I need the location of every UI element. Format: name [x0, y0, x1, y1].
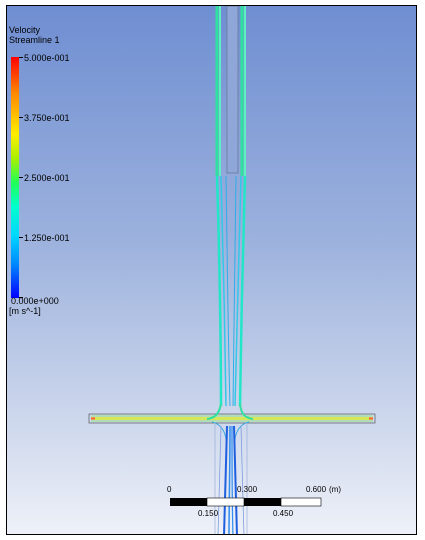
legend-tick: [19, 177, 23, 178]
scale-label-0150: 0.150: [198, 509, 219, 518]
lower-channel-streamlines: [214, 423, 248, 534]
upper-channel-streamlines: [215, 6, 247, 407]
inner-tube: [226, 6, 239, 174]
legend-label-min: 0.000e+000: [11, 296, 59, 306]
legend-tick: [19, 117, 23, 118]
scale-unit: (m): [329, 485, 341, 494]
scale-label-0300: 0.300: [237, 485, 258, 494]
legend-tick: [19, 57, 23, 58]
legend-unit: [m s^-1]: [9, 306, 41, 316]
scale-label-0600: 0.600: [306, 485, 327, 494]
legend-label-high: 3.750e-001: [24, 113, 70, 123]
legend-colorbar: [11, 57, 19, 298]
viewport[interactable]: Velocity Streamline 1 5.000e-001 3.750e-…: [6, 5, 417, 535]
legend-title: Velocity: [9, 25, 41, 35]
scale-label-0: 0: [167, 485, 172, 494]
legend-tick: [19, 297, 23, 298]
legend-label-low: 1.250e-001: [24, 233, 70, 243]
scale-label-0450: 0.450: [273, 509, 294, 518]
scale-bar: [170, 497, 322, 507]
legend-subtitle: Streamline 1: [9, 35, 60, 45]
flow-domain-drawing: [88, 6, 376, 534]
horizontal-channel: [88, 413, 376, 424]
legend-label-max: 5.000e-001: [24, 53, 70, 63]
legend-label-mid: 2.500e-001: [24, 173, 70, 183]
legend-tick: [19, 237, 23, 238]
